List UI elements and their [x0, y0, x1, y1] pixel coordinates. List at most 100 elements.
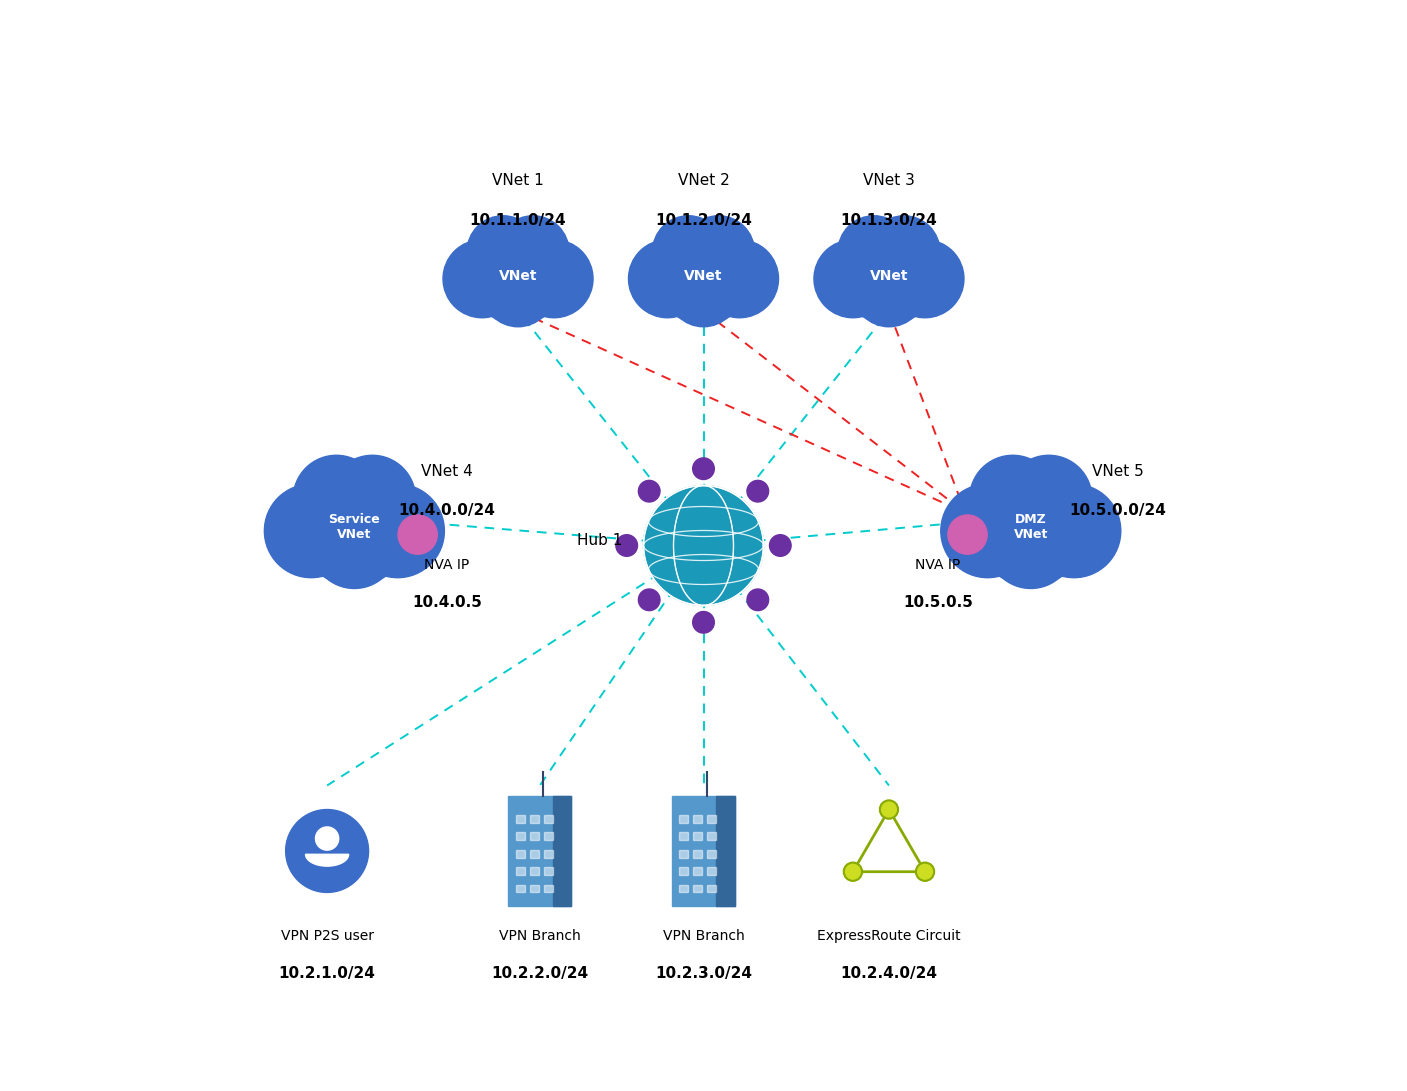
Text: VNet 5: VNet 5 [1092, 464, 1144, 479]
Circle shape [315, 827, 339, 850]
Bar [543, 885, 553, 892]
Text: VNet 4: VNet 4 [421, 464, 473, 479]
Text: 10.1.1.0/24: 10.1.1.0/24 [470, 213, 567, 228]
Bar [694, 885, 702, 892]
Text: VNet 1: VNet 1 [492, 172, 545, 188]
Bar [680, 867, 688, 875]
Text: Service
VNet: Service VNet [328, 513, 380, 541]
Circle shape [839, 216, 910, 288]
Circle shape [639, 589, 660, 611]
Bar [543, 867, 553, 875]
Circle shape [293, 463, 415, 585]
Text: VNet: VNet [870, 268, 909, 283]
Circle shape [839, 221, 940, 324]
Bar [553, 796, 571, 906]
Circle shape [515, 240, 592, 317]
Bar [694, 867, 702, 875]
Bar [529, 885, 539, 892]
Circle shape [329, 455, 415, 542]
Bar [708, 885, 716, 892]
Bar [516, 815, 525, 823]
Circle shape [844, 863, 862, 880]
Circle shape [1027, 484, 1121, 578]
Text: NVA IP: NVA IP [425, 559, 470, 572]
Bar [708, 867, 716, 875]
Text: VPN Branch: VPN Branch [499, 930, 581, 943]
Text: 10.4.0.0/24: 10.4.0.0/24 [398, 503, 495, 518]
Bar [708, 815, 716, 823]
Bar [694, 815, 702, 823]
Circle shape [643, 485, 764, 606]
Text: 10.1.3.0/24: 10.1.3.0/24 [840, 213, 937, 228]
Text: VNet: VNet [684, 268, 723, 283]
Circle shape [398, 515, 438, 554]
Circle shape [682, 216, 754, 288]
Text: 10.2.1.0/24: 10.2.1.0/24 [279, 966, 376, 981]
Text: ExpressRoute Circuit: ExpressRoute Circuit [817, 930, 961, 943]
Bar [708, 850, 716, 858]
Circle shape [948, 515, 988, 554]
Text: 10.2.3.0/24: 10.2.3.0/24 [656, 966, 751, 981]
Bar [680, 832, 688, 840]
Circle shape [747, 589, 768, 611]
Text: VNet: VNet [498, 268, 537, 283]
Polygon shape [305, 854, 349, 866]
Circle shape [467, 221, 568, 324]
Bar [708, 832, 716, 840]
Text: 10.1.2.0/24: 10.1.2.0/24 [656, 213, 751, 228]
Bar [680, 815, 688, 823]
Circle shape [293, 455, 380, 542]
Bar [516, 867, 525, 875]
Circle shape [639, 480, 660, 502]
Bar [673, 796, 734, 906]
Circle shape [747, 480, 768, 502]
Circle shape [1006, 455, 1092, 542]
Circle shape [868, 216, 940, 288]
Text: VPN P2S user: VPN P2S user [280, 930, 374, 943]
Circle shape [653, 216, 725, 288]
Circle shape [969, 455, 1057, 542]
Circle shape [988, 502, 1074, 588]
Bar [516, 885, 525, 892]
Text: VNet 2: VNet 2 [678, 172, 729, 188]
Circle shape [616, 535, 637, 556]
Bar [543, 815, 553, 823]
Circle shape [853, 255, 924, 327]
Circle shape [653, 221, 754, 324]
Text: NVA IP: NVA IP [916, 559, 961, 572]
Circle shape [311, 502, 398, 588]
Text: 10.5.0.5: 10.5.0.5 [903, 595, 974, 610]
Circle shape [770, 535, 791, 556]
Circle shape [443, 240, 521, 317]
Circle shape [701, 240, 778, 317]
Text: Hub 1: Hub 1 [577, 532, 622, 548]
Circle shape [941, 484, 1034, 578]
Bar [529, 815, 539, 823]
Circle shape [692, 458, 715, 480]
Text: DMZ
VNet: DMZ VNet [1013, 513, 1048, 541]
Text: 10.2.4.0/24: 10.2.4.0/24 [840, 966, 937, 981]
Bar [508, 796, 571, 906]
Bar [716, 796, 734, 906]
Circle shape [667, 255, 740, 327]
Text: VPN Branch: VPN Branch [663, 930, 744, 943]
Text: VNet 3: VNet 3 [862, 172, 915, 188]
Bar [529, 867, 539, 875]
Bar [680, 850, 688, 858]
Bar [529, 850, 539, 858]
Circle shape [350, 484, 445, 578]
Circle shape [916, 863, 934, 880]
Circle shape [483, 255, 554, 327]
Circle shape [629, 240, 706, 317]
Circle shape [692, 611, 715, 633]
Circle shape [886, 240, 964, 317]
Bar [694, 832, 702, 840]
Bar [680, 885, 688, 892]
Circle shape [879, 801, 898, 818]
Text: 10.5.0.0/24: 10.5.0.0/24 [1069, 503, 1166, 518]
Circle shape [969, 463, 1092, 585]
Text: 10.4.0.5: 10.4.0.5 [412, 595, 483, 610]
Bar [543, 850, 553, 858]
Bar [694, 850, 702, 858]
Circle shape [286, 810, 369, 892]
